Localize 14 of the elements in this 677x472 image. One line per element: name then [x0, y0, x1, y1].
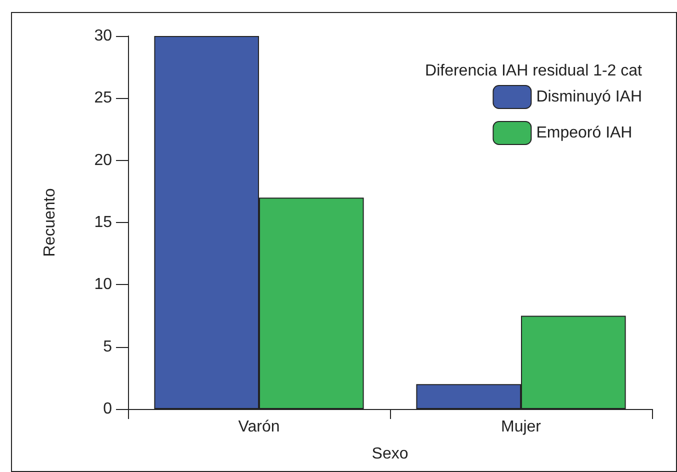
- y-tick-label: 0: [103, 400, 112, 418]
- legend-title: Diferencia IAH residual 1-2 cat: [425, 62, 643, 80]
- x-tick-label: Varón: [238, 418, 280, 436]
- y-tick-label: 30: [94, 28, 112, 44]
- y-tick-label: 10: [94, 276, 112, 294]
- y-tick-label: 20: [94, 152, 112, 169]
- legend-label: Disminuyó IAH: [536, 88, 642, 106]
- y-axis-title: Recuento: [42, 188, 58, 257]
- x-tick-label: Mujer: [500, 418, 542, 436]
- x-axis-title: Sexo: [372, 446, 408, 462]
- y-tick-label: 15: [94, 214, 112, 231]
- legend-label: Empeoró IAH: [536, 124, 632, 142]
- y-tick-label: 5: [103, 338, 112, 356]
- y-tick-label: 25: [94, 90, 112, 107]
